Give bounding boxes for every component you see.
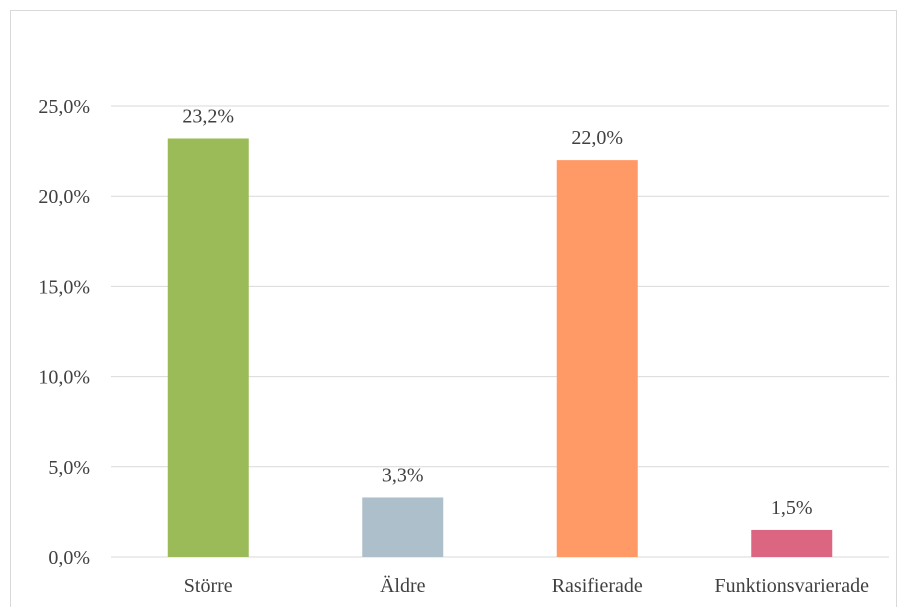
category-label: Rasifierade bbox=[552, 575, 643, 597]
data-label: 1,5% bbox=[771, 497, 813, 519]
bar bbox=[362, 497, 444, 557]
y-tick-label: 10,0% bbox=[38, 367, 90, 389]
y-tick-label: 0,0% bbox=[48, 547, 90, 569]
y-tick-label: 15,0% bbox=[38, 276, 90, 298]
bar bbox=[751, 529, 833, 557]
category-label: Funktionsvarierade bbox=[715, 575, 870, 597]
bar bbox=[556, 160, 638, 557]
category-label: Äldre bbox=[380, 574, 426, 597]
category-label: Större bbox=[184, 575, 233, 597]
y-tick-label: 20,0% bbox=[38, 186, 90, 208]
data-label: 3,3% bbox=[382, 464, 424, 486]
x-axis-categories: Större Äldre Rasifierade Funktionsvarierade bbox=[184, 574, 869, 597]
data-labels: 23,2% 3,3% 22,0% 1,5% bbox=[182, 105, 812, 518]
y-axis-ticks: 0,0% 5,0% 10,0% 15,0% 20,0% 25,0% bbox=[38, 96, 90, 569]
data-label: 23,2% bbox=[182, 105, 234, 127]
data-label: 22,0% bbox=[571, 127, 623, 149]
bars bbox=[167, 138, 833, 558]
chart-frame bbox=[10, 10, 897, 607]
y-tick-label: 25,0% bbox=[38, 96, 90, 118]
y-tick-label: 5,0% bbox=[48, 457, 90, 479]
bar bbox=[167, 138, 249, 558]
